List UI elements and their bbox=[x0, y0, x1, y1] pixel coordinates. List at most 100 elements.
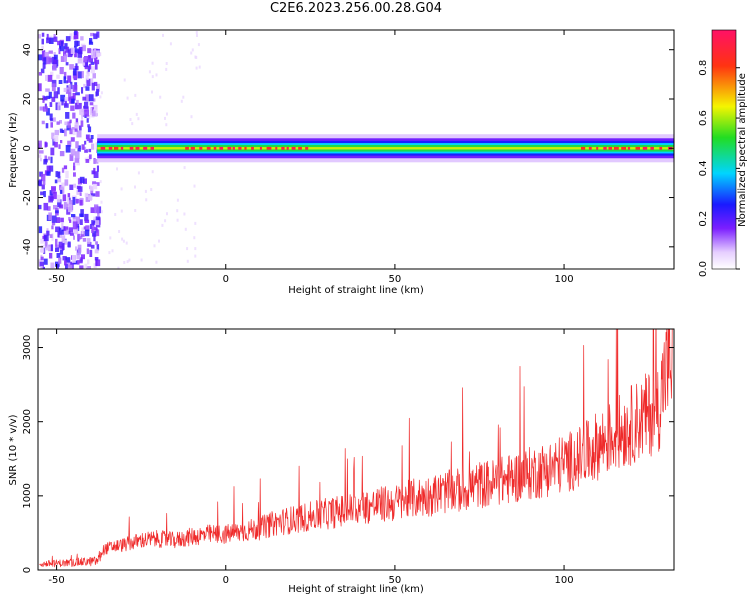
noise-speckle bbox=[123, 261, 126, 264]
noise-cell bbox=[66, 80, 68, 84]
noise-cell bbox=[81, 71, 84, 79]
noise-cell bbox=[86, 136, 90, 142]
colorbar-label: Normalized spectral amplitude bbox=[737, 73, 748, 227]
noise-cell bbox=[51, 132, 55, 140]
noise-cell bbox=[86, 78, 91, 86]
noise-cell bbox=[42, 62, 46, 69]
noise-cell bbox=[79, 199, 83, 206]
noise-cell bbox=[46, 165, 51, 174]
noise-cell bbox=[96, 229, 100, 237]
noise-speckle bbox=[134, 209, 137, 212]
noise-cell bbox=[91, 229, 94, 234]
noise-speckle bbox=[128, 258, 131, 262]
noise-cell bbox=[57, 40, 61, 46]
carrier-peak bbox=[291, 146, 296, 150]
noise-cell bbox=[65, 62, 69, 66]
colorbar-ticks: 0.0 0.2 0.4 0.6 0.8 bbox=[698, 60, 740, 277]
noise-cell bbox=[84, 109, 90, 117]
noise-cell bbox=[72, 215, 76, 219]
noise-cell bbox=[41, 32, 45, 37]
noise-cell bbox=[91, 226, 95, 231]
noise-cell bbox=[79, 176, 85, 184]
noise-cell bbox=[55, 238, 58, 247]
noise-cell bbox=[67, 241, 71, 248]
colorbar: 0.0 0.2 0.4 0.6 0.8 Normalized spectral ampl… bbox=[698, 29, 748, 277]
noise-cell bbox=[50, 156, 53, 164]
noise-cell bbox=[93, 81, 98, 86]
noise-cell bbox=[52, 64, 57, 71]
carrier-peak bbox=[185, 146, 189, 150]
noise-cell bbox=[65, 112, 70, 119]
noise-cell bbox=[83, 57, 87, 63]
carrier-peak bbox=[143, 146, 148, 150]
noise-cell bbox=[69, 84, 72, 92]
noise-cell bbox=[91, 220, 96, 225]
spectrogram-image bbox=[38, 30, 674, 269]
noise-cell bbox=[40, 266, 43, 269]
noise-cell bbox=[79, 192, 82, 196]
carrier-peak bbox=[275, 146, 278, 150]
noise-cell bbox=[88, 94, 94, 102]
noise-speckle bbox=[100, 210, 103, 214]
noise-speckle bbox=[191, 48, 194, 52]
noise-speckle bbox=[190, 115, 193, 119]
noise-speckle bbox=[145, 198, 148, 202]
noise-cell bbox=[90, 107, 92, 115]
noise-cell bbox=[39, 106, 44, 111]
noise-cell bbox=[93, 167, 96, 175]
noise-cell bbox=[74, 151, 80, 159]
noise-cell bbox=[95, 259, 101, 267]
noise-cell bbox=[40, 238, 44, 244]
noise-cell bbox=[94, 257, 99, 261]
noise-speckle bbox=[111, 249, 114, 253]
noise-cell bbox=[74, 157, 79, 163]
noise-cell bbox=[69, 232, 74, 236]
noise-cell bbox=[46, 33, 49, 41]
noise-speckle bbox=[186, 259, 189, 263]
noise-cell bbox=[90, 207, 95, 213]
noise-cell bbox=[94, 58, 97, 64]
noise-cell bbox=[93, 48, 97, 52]
noise-cell bbox=[49, 190, 53, 196]
noise-cell bbox=[52, 138, 56, 146]
noise-cell bbox=[62, 194, 67, 202]
carrier-core bbox=[97, 147, 674, 150]
noise-cell bbox=[84, 263, 88, 268]
noise-cell bbox=[73, 183, 77, 188]
noise-cell bbox=[40, 245, 45, 253]
noise-cell bbox=[41, 184, 45, 190]
noise-cell bbox=[85, 94, 90, 102]
noise-cell bbox=[92, 183, 98, 190]
carrier-peak bbox=[659, 146, 663, 150]
spectrogram-x-label: Height of straight line (km) bbox=[288, 285, 424, 296]
noise-speckle bbox=[194, 55, 197, 59]
noise-cell bbox=[86, 238, 91, 244]
noise-cell bbox=[42, 106, 48, 112]
noise-speckle bbox=[169, 42, 172, 46]
noise-cell bbox=[96, 83, 100, 92]
noise-cell bbox=[63, 88, 67, 92]
carrier-peak bbox=[621, 146, 627, 150]
noise-cell bbox=[55, 210, 59, 214]
noise-speckle bbox=[159, 95, 162, 99]
noise-cell bbox=[40, 256, 44, 261]
noise-speckle bbox=[123, 78, 126, 82]
y-tick-label: 20 bbox=[22, 93, 33, 106]
noise-cell bbox=[70, 47, 75, 54]
noise-cell bbox=[64, 179, 69, 186]
noise-cell bbox=[51, 215, 57, 223]
noise-speckle bbox=[153, 244, 156, 248]
noise-cell bbox=[75, 92, 80, 96]
noise-cell bbox=[96, 50, 100, 58]
noise-cell bbox=[44, 158, 48, 163]
y-tick-label: 3000 bbox=[22, 335, 33, 360]
noise-cell bbox=[49, 234, 53, 238]
noise-cell bbox=[51, 83, 56, 92]
noise-cell bbox=[67, 49, 73, 58]
noise-cell bbox=[38, 83, 42, 92]
noise-cell bbox=[76, 130, 82, 138]
noise-cell bbox=[90, 244, 95, 249]
noise-cell bbox=[96, 165, 99, 172]
noise-cell bbox=[84, 59, 88, 68]
